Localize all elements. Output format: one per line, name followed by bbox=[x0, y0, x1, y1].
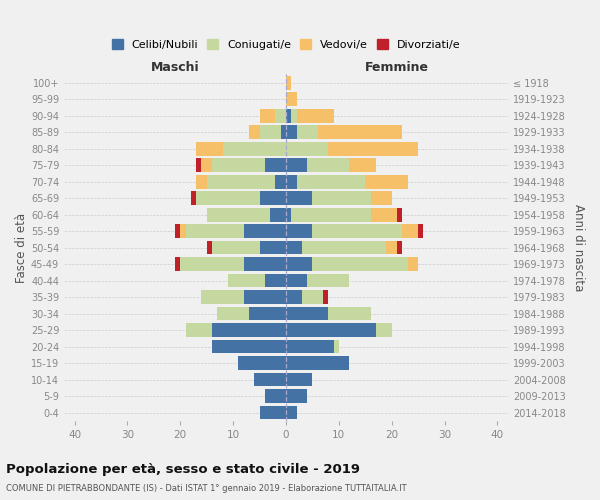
Bar bbox=[270, 208, 286, 222]
Bar bbox=[376, 324, 392, 337]
Bar bbox=[296, 109, 334, 122]
Bar bbox=[191, 192, 196, 205]
Bar bbox=[296, 126, 317, 139]
Bar bbox=[185, 224, 244, 238]
Bar bbox=[196, 142, 223, 156]
Bar bbox=[291, 109, 296, 122]
Legend: Celibi/Nubili, Coniugati/e, Vedovi/e, Divorziati/e: Celibi/Nubili, Coniugati/e, Vedovi/e, Di… bbox=[107, 35, 465, 54]
Bar bbox=[286, 224, 313, 238]
Bar bbox=[386, 241, 397, 254]
Bar bbox=[260, 126, 281, 139]
Bar bbox=[317, 126, 402, 139]
Bar bbox=[286, 340, 334, 353]
Bar bbox=[249, 307, 286, 320]
Bar bbox=[286, 142, 328, 156]
Bar bbox=[302, 241, 386, 254]
Text: COMUNE DI PIETRABBONDANTE (IS) - Dati ISTAT 1° gennaio 2019 - Elaborazione TUTTA: COMUNE DI PIETRABBONDANTE (IS) - Dati IS… bbox=[6, 484, 407, 493]
Bar bbox=[286, 290, 302, 304]
Bar bbox=[175, 224, 180, 238]
Bar bbox=[223, 142, 286, 156]
Bar bbox=[286, 258, 313, 271]
Text: Femmine: Femmine bbox=[365, 60, 429, 74]
Bar bbox=[313, 258, 407, 271]
Bar bbox=[407, 258, 418, 271]
Bar bbox=[365, 175, 407, 188]
Bar bbox=[260, 241, 286, 254]
Bar bbox=[286, 324, 376, 337]
Bar bbox=[212, 324, 286, 337]
Bar bbox=[286, 406, 296, 419]
Bar bbox=[286, 109, 291, 122]
Y-axis label: Anni di nascita: Anni di nascita bbox=[572, 204, 585, 292]
Bar bbox=[286, 92, 296, 106]
Bar bbox=[196, 192, 260, 205]
Bar bbox=[286, 241, 302, 254]
Bar bbox=[196, 175, 207, 188]
Text: Popolazione per età, sesso e stato civile - 2019: Popolazione per età, sesso e stato civil… bbox=[6, 462, 360, 475]
Bar bbox=[212, 158, 265, 172]
Bar bbox=[249, 126, 260, 139]
Bar bbox=[323, 290, 328, 304]
Bar bbox=[328, 142, 418, 156]
Bar bbox=[260, 192, 286, 205]
Bar bbox=[307, 274, 349, 287]
Bar bbox=[313, 224, 402, 238]
Bar bbox=[313, 192, 371, 205]
Bar bbox=[265, 274, 286, 287]
Bar bbox=[281, 126, 286, 139]
Bar bbox=[207, 241, 212, 254]
Bar bbox=[402, 224, 418, 238]
Bar bbox=[202, 158, 212, 172]
Bar bbox=[286, 126, 296, 139]
Bar bbox=[371, 208, 397, 222]
Bar bbox=[286, 192, 313, 205]
Bar bbox=[286, 158, 307, 172]
Bar bbox=[307, 158, 349, 172]
Bar bbox=[286, 373, 313, 386]
Text: Maschi: Maschi bbox=[151, 60, 199, 74]
Bar bbox=[207, 175, 275, 188]
Bar bbox=[397, 241, 402, 254]
Bar bbox=[244, 290, 286, 304]
Bar bbox=[212, 241, 260, 254]
Bar bbox=[175, 258, 180, 271]
Bar bbox=[180, 258, 244, 271]
Bar bbox=[286, 307, 328, 320]
Bar bbox=[185, 324, 212, 337]
Bar bbox=[286, 208, 291, 222]
Bar bbox=[371, 192, 392, 205]
Bar bbox=[286, 76, 291, 90]
Bar bbox=[228, 274, 265, 287]
Bar bbox=[296, 175, 365, 188]
Bar bbox=[260, 406, 286, 419]
Bar bbox=[286, 274, 307, 287]
Y-axis label: Fasce di età: Fasce di età bbox=[15, 212, 28, 283]
Bar bbox=[349, 158, 376, 172]
Bar bbox=[180, 224, 185, 238]
Bar bbox=[286, 175, 296, 188]
Bar bbox=[212, 340, 286, 353]
Bar bbox=[260, 109, 275, 122]
Bar bbox=[254, 373, 286, 386]
Bar bbox=[334, 340, 339, 353]
Bar bbox=[265, 390, 286, 403]
Bar bbox=[265, 158, 286, 172]
Bar bbox=[196, 158, 202, 172]
Bar bbox=[286, 356, 349, 370]
Bar bbox=[418, 224, 424, 238]
Bar bbox=[217, 307, 249, 320]
Bar bbox=[302, 290, 323, 304]
Bar bbox=[286, 390, 307, 403]
Bar bbox=[207, 208, 270, 222]
Bar bbox=[397, 208, 402, 222]
Bar bbox=[275, 175, 286, 188]
Bar bbox=[275, 109, 286, 122]
Bar bbox=[238, 356, 286, 370]
Bar bbox=[244, 258, 286, 271]
Bar bbox=[328, 307, 371, 320]
Bar bbox=[291, 208, 371, 222]
Bar bbox=[202, 290, 244, 304]
Bar bbox=[244, 224, 286, 238]
